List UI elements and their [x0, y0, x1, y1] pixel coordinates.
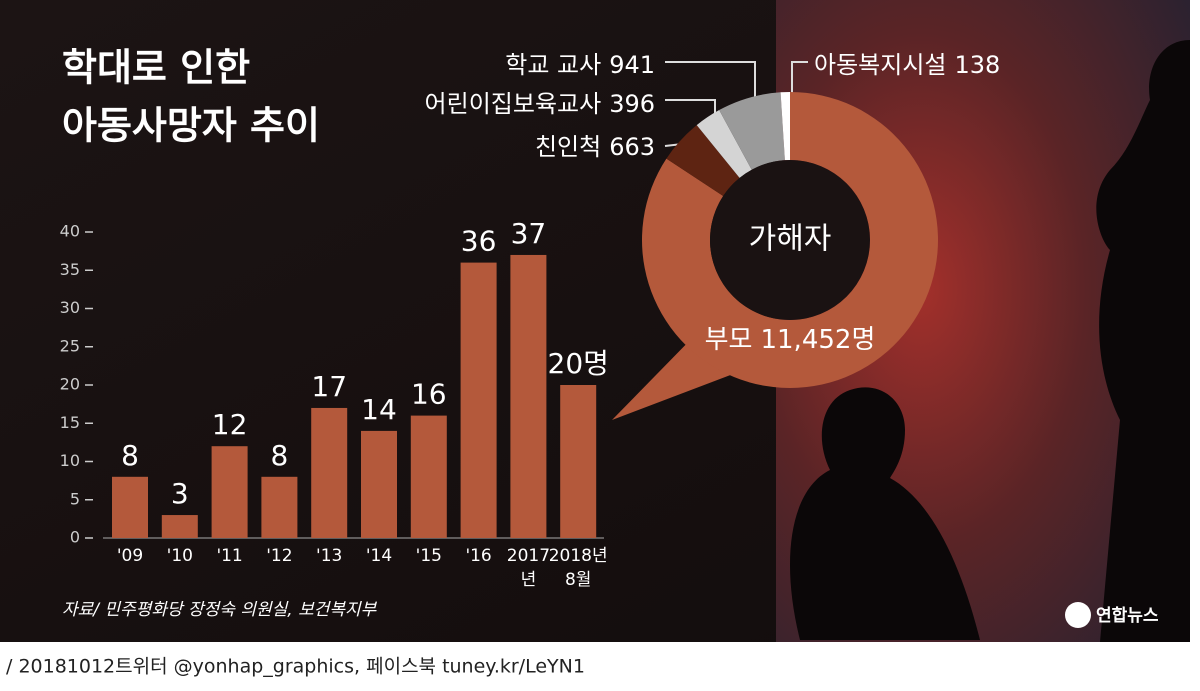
- bar: [560, 385, 597, 538]
- y-tick-label: 0: [70, 528, 80, 547]
- slice-value: 941: [609, 51, 655, 79]
- donut-slice: [780, 92, 790, 161]
- slice-value: 396: [609, 90, 655, 118]
- leader-line: [791, 61, 808, 95]
- slice-value: 663: [609, 133, 655, 161]
- x-tick-label: '09: [117, 546, 143, 566]
- x-tick-label: '10: [167, 546, 193, 566]
- x-tick-label: '12: [266, 546, 292, 566]
- y-tick-label: 25: [60, 336, 80, 355]
- leader-line: [665, 99, 716, 116]
- y-tick-label: 35: [60, 260, 80, 279]
- x-tick-label: 2018년 8월: [549, 546, 608, 590]
- donut-slice: [666, 125, 740, 197]
- silhouette-child: [790, 387, 980, 640]
- leader-line: [665, 61, 756, 100]
- x-tick-label: '14: [366, 546, 392, 566]
- y-tick-label: 40: [60, 222, 80, 241]
- value-label: 37: [511, 217, 547, 250]
- footer: / 20181012트위터 @yonhap_graphics, 페이스북 tun…: [6, 656, 585, 678]
- slice-category: 어린이집보육교사: [425, 90, 602, 118]
- donut-slice: [696, 110, 752, 178]
- value-label: 36: [461, 225, 497, 258]
- value-label: 8: [270, 439, 288, 472]
- donut-slice: [719, 92, 785, 170]
- donut-hole: [710, 160, 870, 320]
- slice-category: 아동복지시설: [814, 51, 946, 79]
- slice-label: 어린이집보육교사 396: [425, 90, 655, 118]
- y-tick-label: 15: [60, 413, 80, 432]
- bar: [510, 254, 547, 538]
- bar: [311, 407, 348, 538]
- slice-category: 친인척: [535, 133, 601, 161]
- y-tick-label: 20: [60, 375, 80, 394]
- value-label: 14: [361, 393, 397, 426]
- x-tick-label: '16: [465, 546, 491, 566]
- x-tick-label: '13: [316, 546, 342, 566]
- silhouette-adult: [1096, 40, 1190, 642]
- x-tick-label: '15: [416, 546, 442, 566]
- x-tick-label: 2017 년: [507, 546, 550, 590]
- y-tick-label: 30: [60, 298, 80, 317]
- slice-label: 학교 교사 941: [505, 51, 655, 79]
- slice-value: 138: [954, 51, 1000, 79]
- bar: [261, 476, 298, 538]
- value-label: 16: [411, 378, 447, 411]
- title: 아동사망자 추이: [62, 104, 320, 148]
- bar: [410, 415, 447, 538]
- source: 자료/ 민주평화당 장정숙 의원실, 보건복지부: [62, 600, 378, 620]
- bar: [161, 515, 198, 538]
- logo-icon: [1065, 602, 1091, 628]
- center-label: 가해자: [749, 222, 832, 257]
- value-label: 3: [171, 477, 189, 510]
- slice-label: 아동복지시설 138: [814, 51, 1000, 79]
- value-label: 17: [311, 370, 347, 403]
- title: 학대로 인한: [62, 46, 250, 90]
- y-tick-label: 10: [60, 451, 80, 470]
- bar: [112, 476, 148, 538]
- slice-label: 부모 11,452명: [705, 325, 876, 355]
- slice-label: 친인척 663: [535, 133, 655, 161]
- bar: [211, 446, 248, 538]
- value-label: 8: [121, 439, 139, 472]
- value-label: 12: [212, 408, 248, 441]
- slice-category: 학교 교사: [505, 51, 601, 79]
- value-label: 20명: [548, 347, 609, 380]
- slice-category: 부모: [705, 325, 753, 355]
- logo: 연합뉴스: [1096, 605, 1159, 626]
- y-tick-label: 5: [70, 489, 80, 508]
- x-tick-label: '11: [216, 546, 242, 566]
- slice-value: 11,452명: [760, 325, 875, 355]
- bar: [361, 430, 397, 538]
- donut-slice: [642, 92, 938, 388]
- bar: [460, 262, 497, 538]
